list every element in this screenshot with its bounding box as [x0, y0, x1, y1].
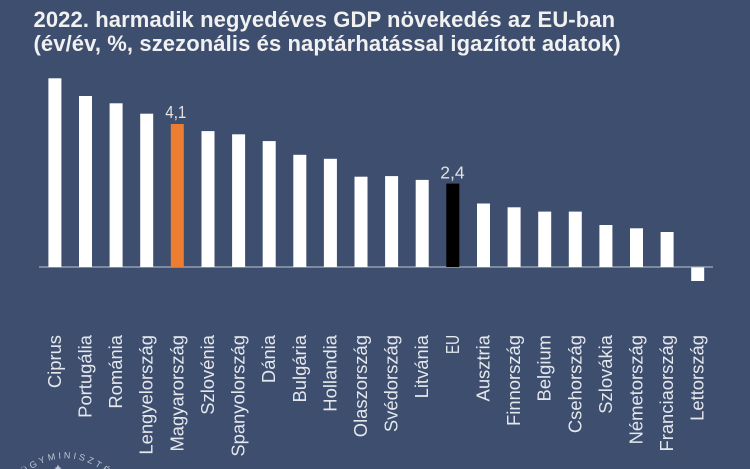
- svg-text:2,4: 2,4: [440, 162, 465, 182]
- svg-text:Litvánia: Litvánia: [411, 334, 432, 398]
- svg-text:Németország: Németország: [626, 335, 647, 444]
- svg-text:Szlovénia: Szlovénia: [197, 334, 218, 415]
- svg-text:Finnország: Finnország: [503, 335, 524, 426]
- svg-text:EU: EU: [442, 335, 463, 354]
- svg-text:Franciaország: Franciaország: [656, 335, 677, 452]
- svg-text:Lettország: Lettország: [687, 335, 708, 421]
- svg-text:Svédország: Svédország: [381, 335, 402, 432]
- svg-text:Spanyolország: Spanyolország: [228, 335, 249, 457]
- svg-text:4,1: 4,1: [165, 102, 186, 122]
- svg-text:Dánia: Dánia: [258, 334, 279, 383]
- svg-text:Hollandia: Hollandia: [319, 334, 340, 411]
- svg-text:Magyarország: Magyarország: [166, 335, 187, 452]
- svg-text:Románia: Románia: [105, 334, 126, 408]
- svg-text:Bulgária: Bulgária: [289, 334, 310, 402]
- svg-text:PÉNZÜGYMINISZTÉRIUM: PÉNZÜGYMINISZTÉRIUM: [0, 450, 132, 469]
- svg-text:Belgium: Belgium: [534, 335, 555, 401]
- svg-text:Ciprus: Ciprus: [44, 335, 65, 388]
- svg-text:Ausztria: Ausztria: [473, 334, 494, 401]
- svg-text:Csehország: Csehország: [564, 335, 585, 433]
- svg-text:Lengyelország: Lengyelország: [136, 335, 157, 455]
- svg-text:Szlovákia: Szlovákia: [595, 334, 616, 413]
- svg-text:Portugália: Portugália: [75, 334, 96, 418]
- svg-text:Olaszország: Olaszország: [350, 335, 371, 437]
